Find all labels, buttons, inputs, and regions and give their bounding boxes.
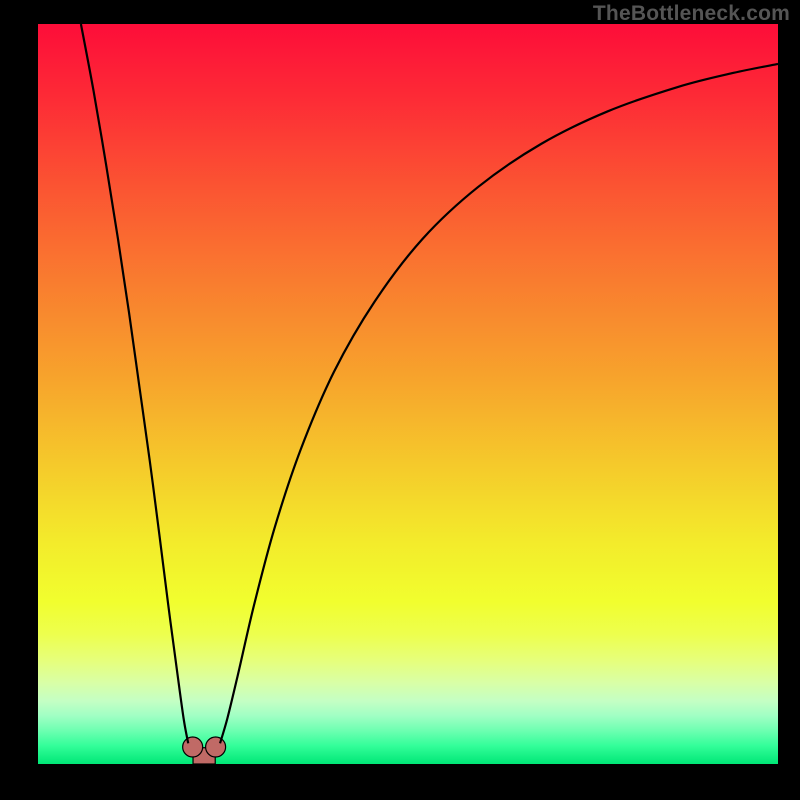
bottleneck-curve-chart	[0, 0, 800, 800]
chart-container: TheBottleneck.com	[0, 0, 800, 800]
watermark-text: TheBottleneck.com	[593, 2, 790, 26]
plot-background-gradient	[38, 24, 778, 764]
